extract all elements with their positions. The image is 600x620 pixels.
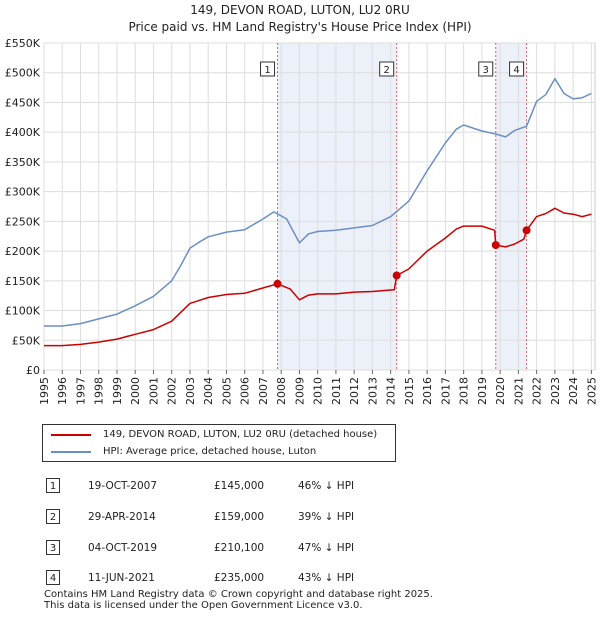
sale-price: £159,000 bbox=[214, 511, 265, 523]
y-tick-label: £200K bbox=[5, 245, 41, 258]
sale-number-badge: 3 bbox=[46, 540, 60, 555]
x-tick-label: 2022 bbox=[531, 377, 544, 405]
x-tick-label: 2003 bbox=[184, 377, 197, 405]
x-tick-label: 1998 bbox=[93, 377, 106, 405]
sale-point-2 bbox=[392, 271, 401, 280]
sale-point-3 bbox=[491, 241, 500, 250]
x-tick-label: 2008 bbox=[275, 377, 288, 405]
hpi-line bbox=[44, 77, 592, 327]
x-tick-label: 2001 bbox=[147, 377, 160, 405]
sale-marker-box-4 bbox=[509, 61, 525, 77]
y-tick-label: £550K bbox=[5, 37, 41, 50]
sale-marker-box-3 bbox=[478, 61, 494, 77]
y-tick-label: £450K bbox=[5, 96, 41, 109]
sale-marker-number-3: 3 bbox=[483, 65, 489, 76]
x-tick-label: 2021 bbox=[512, 377, 525, 405]
x-tick-label: 2025 bbox=[585, 377, 598, 405]
sale-price: £210,100 bbox=[214, 542, 265, 554]
sale-row-1: 1 19-OCT-2007 £145,000 46% ↓ HPI bbox=[0, 473, 600, 503]
x-tick-label: 1997 bbox=[74, 377, 87, 405]
y-tick-label: £150K bbox=[5, 275, 41, 288]
y-tick-label: £400K bbox=[5, 126, 41, 139]
sale-point-4 bbox=[522, 226, 531, 235]
y-tick-label: £0 bbox=[26, 364, 40, 377]
x-tick-label: 2014 bbox=[385, 377, 398, 405]
sale-date: 29-APR-2014 bbox=[88, 511, 156, 523]
attribution: Contains HM Land Registry data © Crown c… bbox=[44, 589, 433, 611]
price-chart: 149, DEVON ROAD, LUTON, LU2 0RU Price pa… bbox=[5, 3, 599, 405]
sale-number-badge: 4 bbox=[46, 570, 60, 585]
x-tick-label: 2023 bbox=[549, 377, 562, 405]
attribution-line-1: Contains HM Land Registry data © Crown c… bbox=[44, 589, 433, 600]
shaded-period-2 bbox=[495, 43, 527, 370]
x-tick-label: 2019 bbox=[476, 377, 489, 405]
sale-hpi-diff: 43% ↓ HPI bbox=[298, 572, 355, 584]
x-tick-label: 2024 bbox=[567, 377, 580, 405]
legend-swatch-property bbox=[51, 434, 91, 436]
sale-marker-box-2 bbox=[379, 61, 395, 77]
sale-marker-box-1 bbox=[260, 61, 276, 77]
sale-row-2: 2 29-APR-2014 £159,000 39% ↓ HPI bbox=[0, 504, 600, 534]
sale-marker-number-1: 1 bbox=[264, 65, 270, 76]
y-tick-label: £250K bbox=[5, 215, 41, 228]
sale-row-3: 3 04-OCT-2019 £210,100 47% ↓ HPI bbox=[0, 535, 600, 565]
sale-date: 04-OCT-2019 bbox=[88, 542, 157, 554]
x-tick-label: 2013 bbox=[366, 377, 379, 405]
y-tick-label: £300K bbox=[5, 186, 41, 199]
x-tick-label: 2015 bbox=[403, 377, 416, 405]
sale-number-badge: 1 bbox=[46, 478, 60, 493]
x-tick-label: 1996 bbox=[56, 377, 69, 405]
x-tick-label: 2007 bbox=[257, 377, 270, 405]
y-tick-label: £350K bbox=[5, 156, 41, 169]
sale-row-4: 4 11-JUN-2021 £235,000 43% ↓ HPI bbox=[0, 565, 600, 595]
x-tick-label: 2006 bbox=[239, 377, 252, 405]
legend-label-property: 149, DEVON ROAD, LUTON, LU2 0RU (detache… bbox=[103, 429, 378, 440]
sale-point-1 bbox=[273, 279, 282, 288]
chart-legend: 149, DEVON ROAD, LUTON, LU2 0RU (detache… bbox=[42, 424, 396, 462]
x-tick-label: 2020 bbox=[494, 377, 507, 405]
legend-swatch-hpi bbox=[51, 451, 91, 453]
x-tick-label: 2000 bbox=[129, 377, 142, 405]
x-tick-label: 2012 bbox=[348, 377, 361, 405]
x-tick-label: 1999 bbox=[111, 377, 124, 405]
attribution-line-2: This data is licensed under the Open Gov… bbox=[44, 600, 363, 611]
x-tick-label: 2002 bbox=[166, 377, 179, 405]
y-tick-label: £100K bbox=[5, 305, 41, 318]
sale-number-badge: 2 bbox=[46, 509, 60, 524]
sale-date: 11-JUN-2021 bbox=[88, 572, 155, 584]
legend-label-hpi: HPI: Average price, detached house, Luto… bbox=[103, 446, 317, 457]
sale-hpi-diff: 47% ↓ HPI bbox=[298, 542, 355, 554]
x-tick-label: 2010 bbox=[312, 377, 325, 405]
sale-marker-number-2: 2 bbox=[383, 65, 389, 76]
x-tick-label: 2017 bbox=[439, 377, 452, 405]
y-tick-label: £50K bbox=[12, 334, 41, 347]
x-tick-label: 2009 bbox=[293, 377, 306, 405]
x-tick-label: 2005 bbox=[220, 377, 233, 405]
sale-hpi-diff: 46% ↓ HPI bbox=[298, 480, 355, 492]
x-tick-label: 2016 bbox=[421, 377, 434, 405]
y-tick-label: £500K bbox=[5, 67, 41, 80]
chart-title: 149, DEVON ROAD, LUTON, LU2 0RU bbox=[190, 3, 410, 17]
chart-subtitle: Price paid vs. HM Land Registry's House … bbox=[128, 20, 471, 34]
x-tick-label: 2018 bbox=[458, 377, 471, 405]
x-tick-label: 2004 bbox=[202, 377, 215, 405]
shaded-period-1 bbox=[277, 43, 397, 370]
sale-price: £235,000 bbox=[214, 572, 265, 584]
x-tick-label: 1995 bbox=[38, 377, 51, 405]
x-tick-label: 2011 bbox=[330, 377, 343, 405]
sale-date: 19-OCT-2007 bbox=[88, 480, 157, 492]
sale-hpi-diff: 39% ↓ HPI bbox=[298, 511, 355, 523]
sale-marker-number-4: 4 bbox=[513, 65, 519, 76]
sale-price: £145,000 bbox=[214, 480, 265, 492]
